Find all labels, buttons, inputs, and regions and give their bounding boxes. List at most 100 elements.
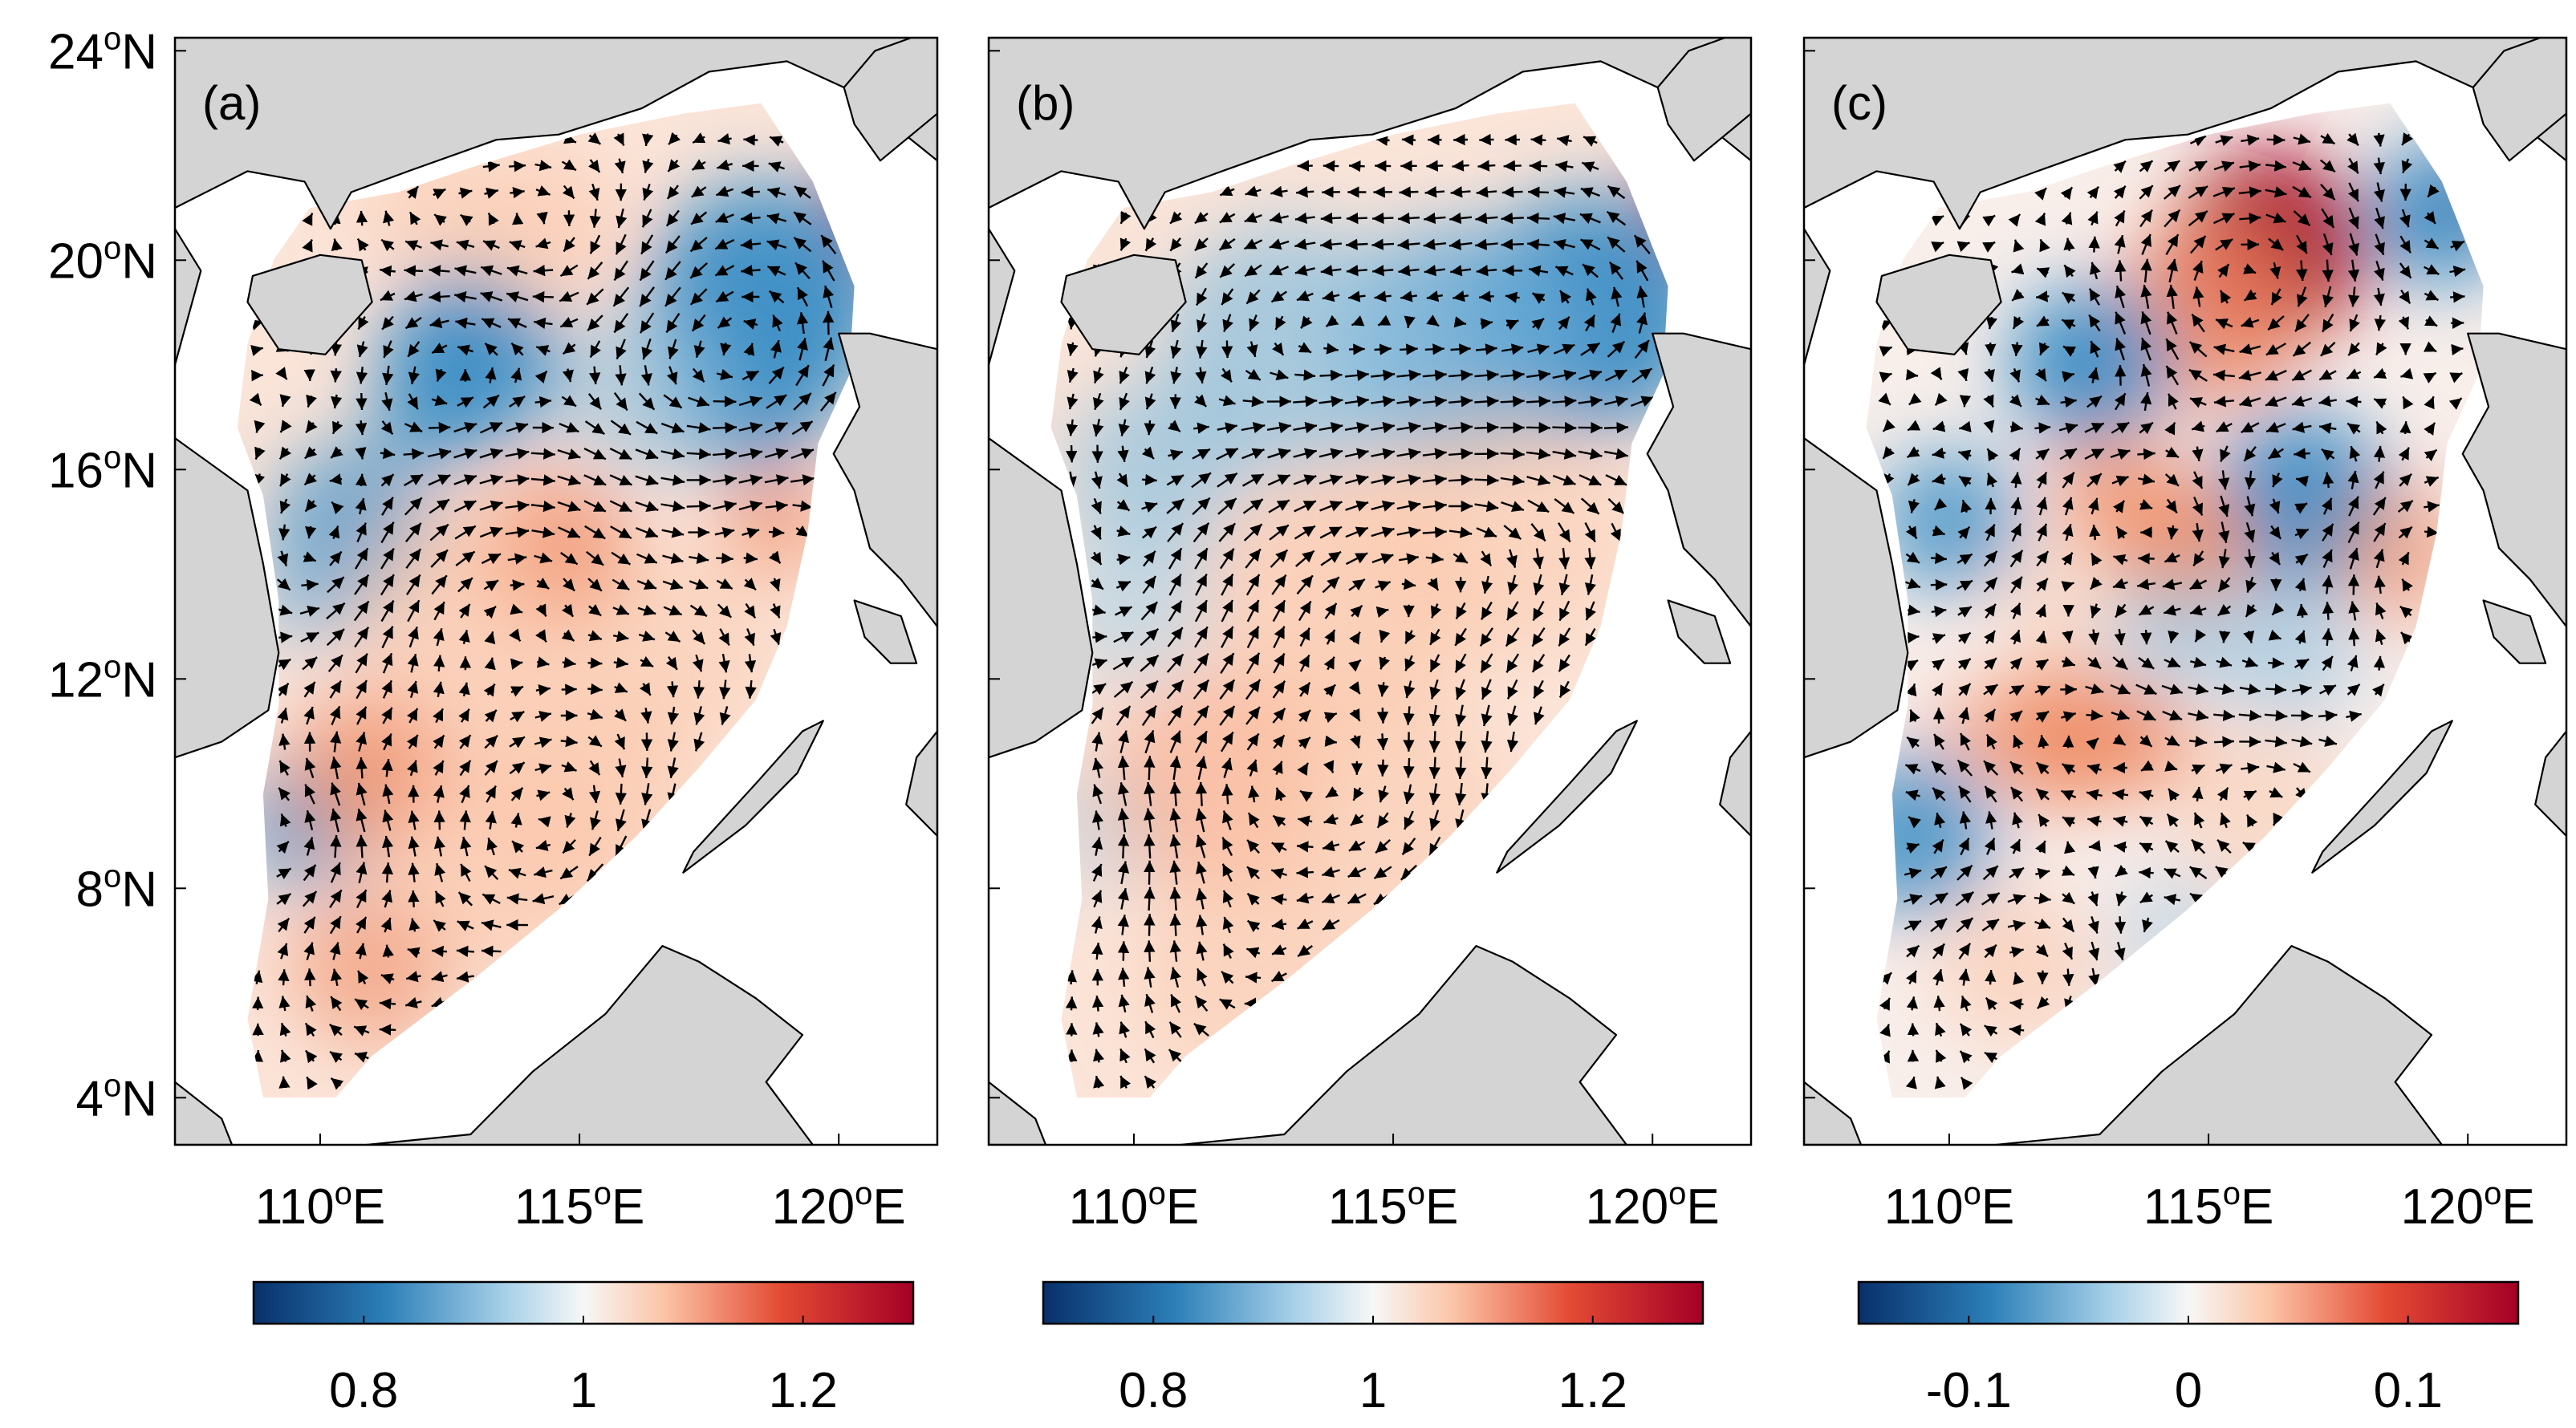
vector-arrow [1376,733,1389,750]
vector-arrow [381,835,394,858]
vector-arrow [354,547,369,570]
vector-arrow [660,422,685,434]
vector-arrow [1091,837,1103,856]
vector-arrow [330,342,343,356]
vector-arrow [356,834,368,858]
vector-arrow [277,943,289,959]
vector-arrow [765,422,788,434]
vector-arrow [1403,757,1415,778]
vector-arrow [615,758,627,778]
vector-arrow [510,342,524,356]
vector-arrow [561,684,577,696]
vector-arrow [609,500,632,513]
colorbar-tick-label: 0.1 [2374,1363,2443,1418]
vector-arrow [355,447,367,460]
vector-arrow [1196,861,1207,884]
vector-arrow [509,736,526,748]
vector-arrow [433,734,445,749]
vector-arrow [712,448,737,460]
vector-arrow [534,317,553,330]
vector-arrow [1169,886,1181,911]
vector-arrow [718,628,730,646]
vector-arrow [2037,970,2049,984]
vector-arrow [326,628,345,647]
vector-arrow [405,548,422,570]
vector-arrow [1117,941,1130,961]
colorbar-tick-label: -0.1 [1926,1363,2012,1418]
vector-arrow [1403,784,1415,805]
vector-arrow [691,314,706,332]
vector-arrow [561,761,577,773]
vector-arrow [822,260,835,282]
vector-arrow [743,552,758,564]
vector-arrow [433,785,445,803]
vector-arrow [583,474,607,486]
vector-arrow [535,345,551,356]
vector-arrow [431,574,448,595]
vector-arrow [1985,970,1997,985]
vector-arrow [741,264,761,277]
vector-arrow [331,420,343,435]
vector-arrow [249,392,262,407]
vector-arrow [536,577,550,590]
vector-arrow [304,757,316,778]
vector-arrow [1091,863,1103,882]
vector-arrow [640,234,654,255]
vector-arrow [2034,422,2051,434]
vector-arrow [430,239,449,251]
vector-arrow [637,604,656,616]
vector-arrow [479,448,503,460]
vector-arrow [562,368,574,383]
vector-arrow [1170,993,1181,1013]
vector-arrow [1119,1021,1131,1038]
vector-arrow [404,265,424,277]
vector-arrow [329,1023,343,1037]
vector-arrow [2035,290,2050,302]
vector-arrow [328,525,340,540]
vector-arrow [613,313,629,334]
vector-arrow [1528,186,1549,198]
vector-arrow [1144,860,1156,885]
vector-arrow [768,526,785,538]
vector-arrow [382,809,394,831]
vector-arrow [433,188,446,200]
vector-arrow [717,603,733,619]
vector-arrow [1169,781,1181,806]
vector-arrow [381,707,393,724]
vector-arrow [823,310,835,335]
vector-arrow [2265,684,2287,696]
vector-arrow [1168,1049,1183,1063]
vector-arrow [1092,1022,1104,1037]
vector-arrow [429,523,449,542]
vector-arrow [1246,839,1260,854]
vector-arrow [612,604,630,615]
vector-arrow [738,421,763,433]
vector-arrow [356,757,368,779]
vector-arrow [535,684,551,696]
vector-arrow [719,706,731,725]
vector-arrow [277,578,291,591]
vector-arrow [357,316,369,331]
vector-arrow [354,1052,369,1063]
vector-arrow [383,340,394,359]
vector-arrow [692,629,706,645]
vector-arrow [716,578,733,590]
vector-arrow [614,708,627,722]
vector-arrow [382,944,394,958]
vector-arrow [741,212,761,225]
vector-arrow [1144,993,1156,1013]
vector-arrow [330,446,343,459]
vector-arrow [1297,918,1314,930]
vector-arrow [484,734,498,749]
vector-arrow [2219,631,2231,643]
vector-arrow [1322,840,1340,852]
vector-arrow [1323,760,1335,773]
vector-arrow [2373,655,2386,671]
vector-arrow [665,209,680,227]
vector-arrow [304,1022,317,1037]
vector-arrow [510,685,524,697]
vector-arrow [561,159,577,172]
vector-arrow [2294,448,2310,460]
vector-arrow [355,652,368,674]
